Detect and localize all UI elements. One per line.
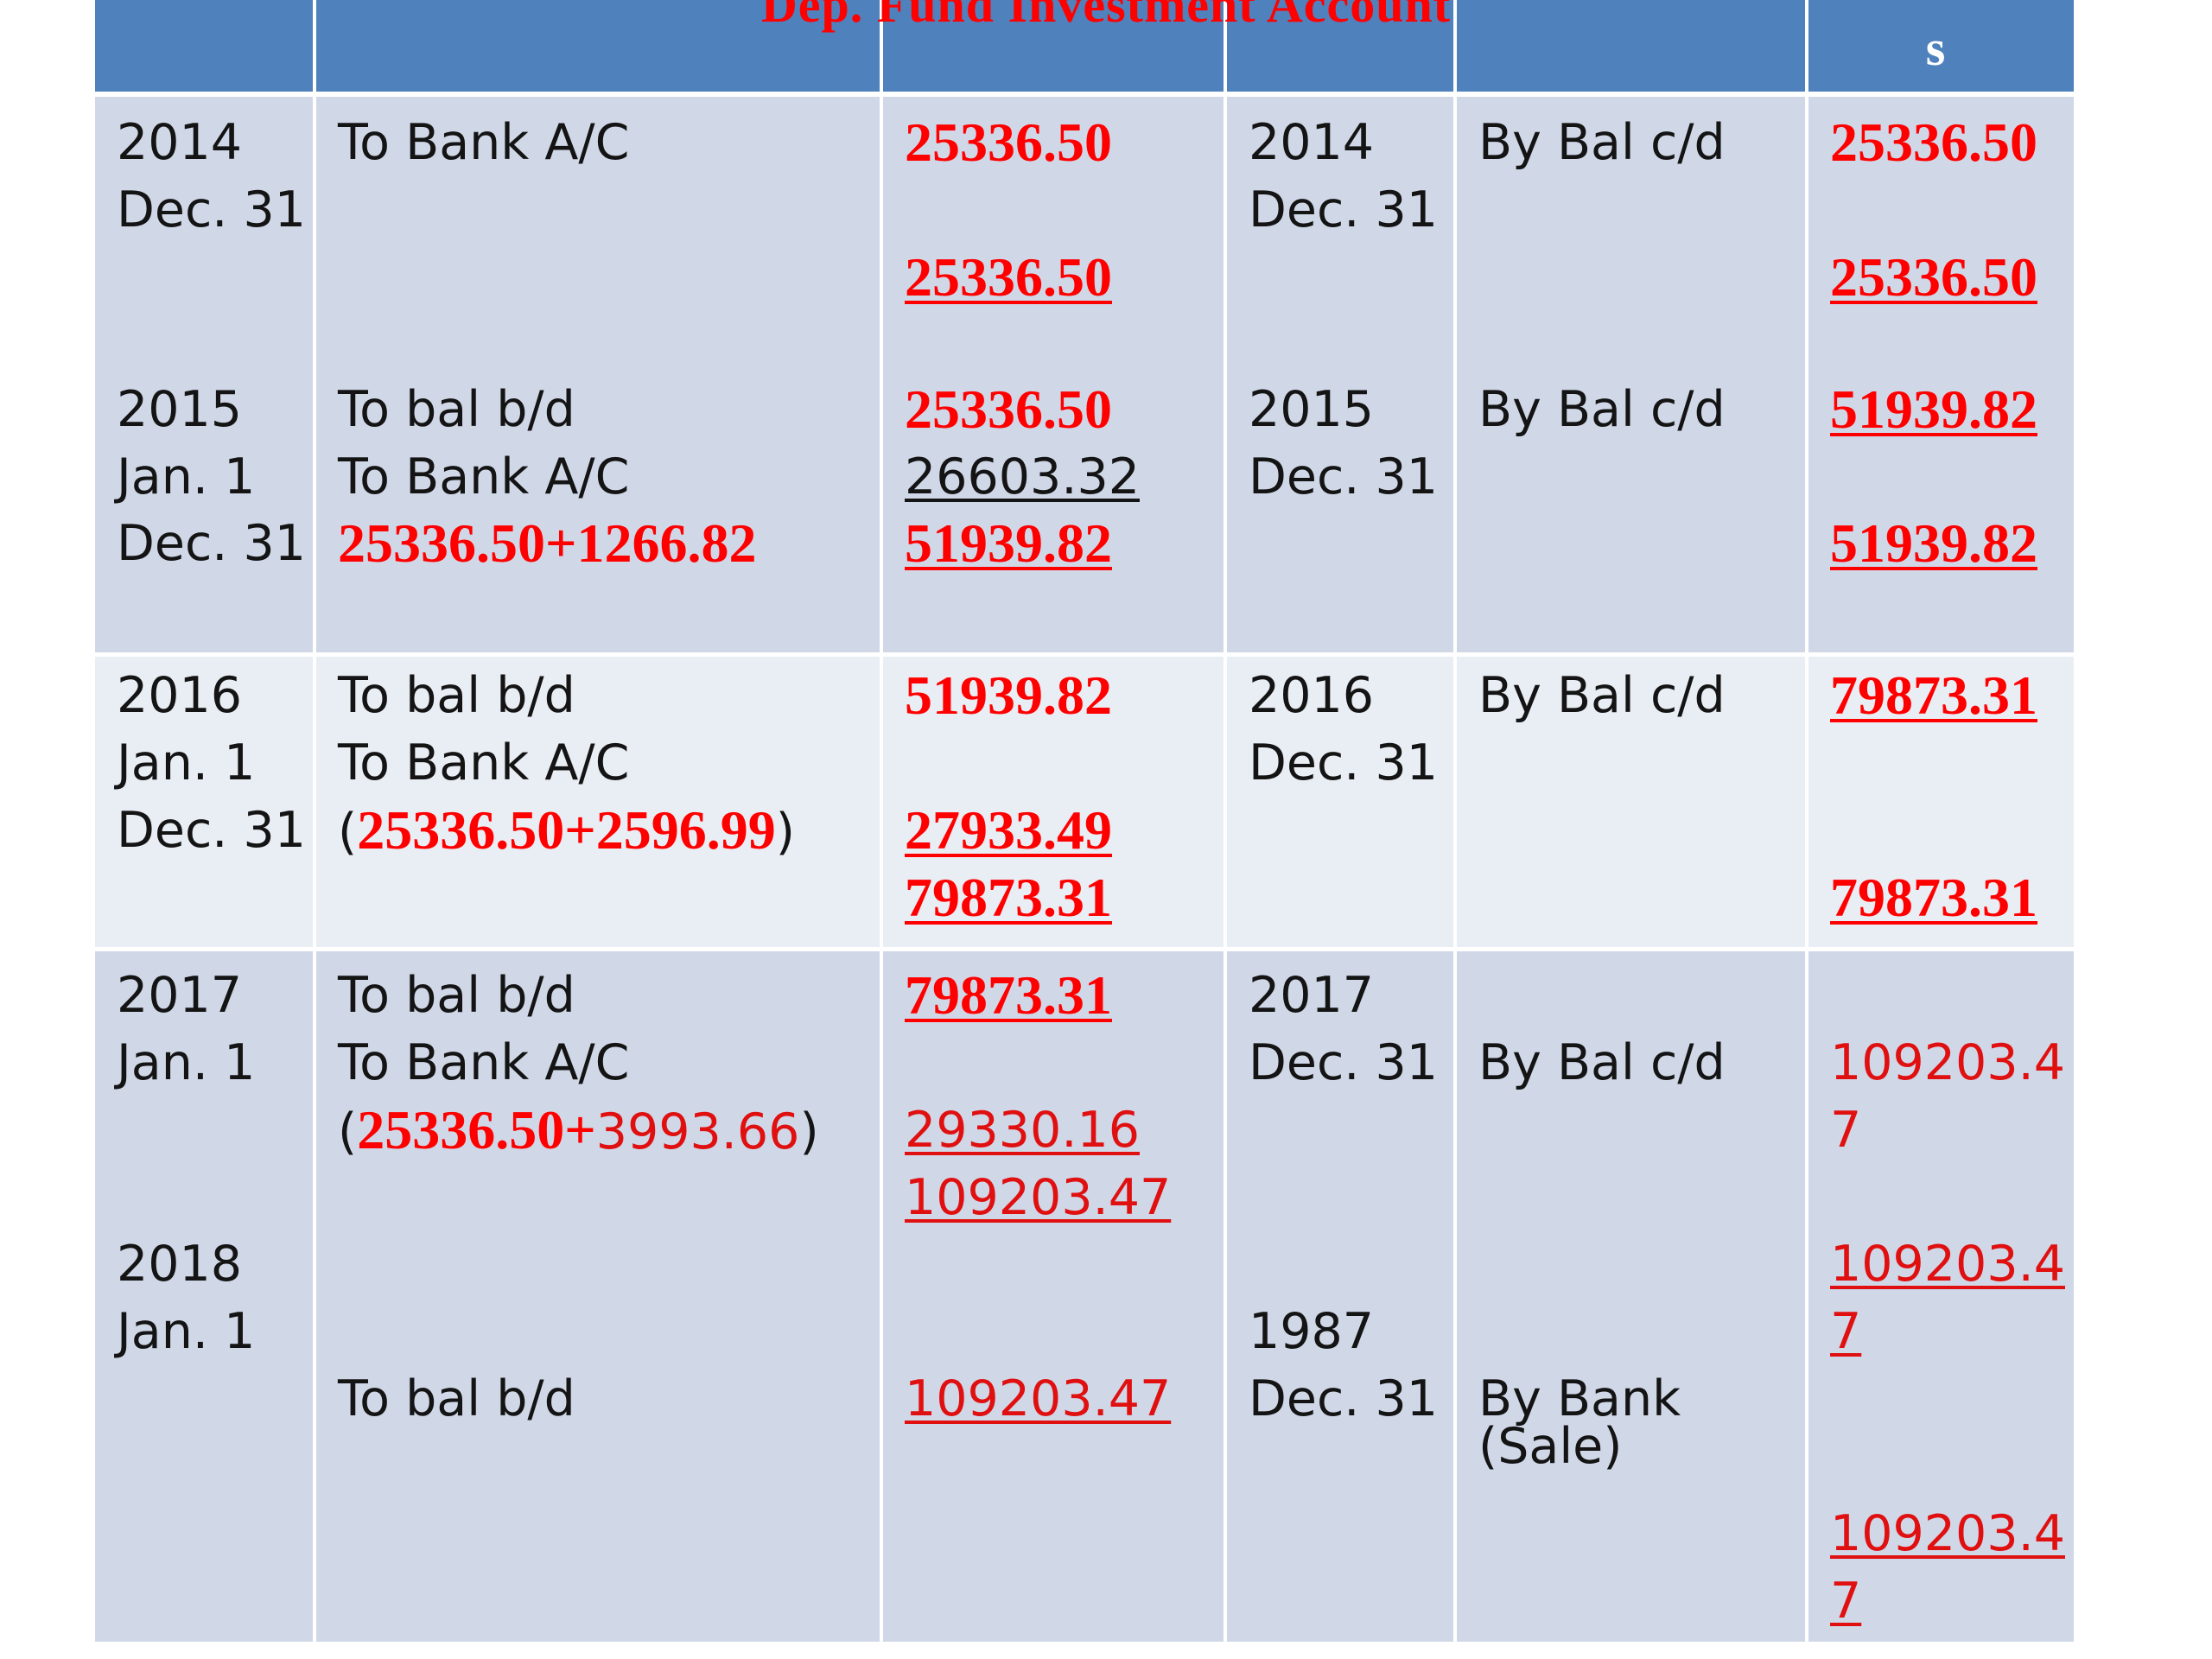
row2-date-dr: 2016 Jan. 1 Dec. 31: [95, 657, 313, 947]
amount: 109203.47: [905, 1370, 1172, 1427]
particular: To bal b/d: [338, 1370, 575, 1427]
header-cell-date-dr: [95, 0, 313, 92]
date-day: Dec. 31: [117, 802, 307, 859]
particular: By Bal c/d: [1478, 114, 1726, 171]
date-day: Dec. 31: [1249, 734, 1439, 791]
header-label-s: s: [1925, 20, 1946, 76]
header-cell-particulars-cr: [1457, 0, 1805, 92]
date-day: Jan. 1: [117, 1034, 256, 1091]
ledger-table: 2014 Dec. 31 2015 Jan. 1 Dec. 31 To Bank…: [95, 0, 2074, 1642]
particular: (Sale): [1478, 1418, 1623, 1475]
amount-total: 51939.82: [1830, 512, 2037, 574]
particular: By Bank: [1478, 1370, 1681, 1427]
date-day: Jan. 1: [117, 734, 256, 791]
row2-date-cr: 2016 Dec. 31: [1227, 657, 1453, 947]
row1-date-dr: 2014 Dec. 31 2015 Jan. 1 Dec. 31: [95, 97, 313, 652]
row2-amount-cr: 79873.31 79873.31: [1808, 657, 2074, 947]
calculation-value: 3993.66: [595, 1103, 800, 1160]
amount: 25336.50: [905, 378, 1112, 440]
amount-wrap: 7: [1830, 1573, 1862, 1630]
row2-particulars-dr: To bal b/d To Bank A/C (25336.50+2596.99…: [316, 657, 880, 947]
row3-date-cr: 2017 Dec. 31 1987 Dec. 31: [1227, 951, 1453, 1642]
date-year: 2015: [117, 381, 243, 438]
particular: To bal b/d: [338, 967, 575, 1024]
amount: 51939.82: [905, 664, 1112, 726]
row1-particulars-cr: By Bal c/d By Bal c/d: [1457, 97, 1805, 652]
amount: 25336.50: [905, 111, 1112, 173]
date-day: Dec. 31: [1249, 181, 1439, 238]
calculation-note: 25336.50+1266.82: [338, 512, 757, 574]
amount-total: 79873.31: [1830, 867, 2037, 928]
header-cell-amount-dr: [883, 0, 1224, 92]
calculation-note: (25336.50+2596.99): [338, 799, 795, 861]
calculation-value: 25336.50+: [357, 1099, 596, 1160]
row3-amount-cr: 109203.4 7 109203.4 7 109203.4 7: [1808, 951, 2074, 1642]
row3-date-dr: 2017 Jan. 1 2018 Jan. 1: [95, 951, 313, 1642]
amount: 51939.82: [1830, 378, 2037, 440]
calculation-value: 25336.50+2596.99: [357, 799, 776, 861]
particular: By Bal c/d: [1478, 1034, 1726, 1091]
amount: 27933.49: [905, 799, 1112, 861]
amount-total: 25336.50: [1830, 246, 2037, 308]
amount: 109203.4: [1830, 1034, 2065, 1091]
date-day: Dec. 31: [117, 181, 307, 238]
row3-particulars-dr: To bal b/d To Bank A/C (25336.50+3993.66…: [316, 951, 880, 1642]
date-day: Jan. 1: [117, 1303, 256, 1360]
header-cell-amount-cr: [1808, 0, 2074, 92]
particular: To Bank A/C: [338, 1034, 630, 1091]
amount: 25336.50: [1830, 111, 2037, 173]
amount-total: 25336.50: [905, 246, 1112, 308]
row2-particulars-cr: By Bal c/d: [1457, 657, 1805, 947]
date-day: Dec. 31: [117, 515, 307, 572]
amount-total: 109203.4: [1830, 1236, 2065, 1293]
particular: To Bank A/C: [338, 114, 630, 171]
date-year: 1987: [1249, 1303, 1375, 1360]
date-year: 2016: [1249, 667, 1375, 724]
particular: To Bank A/C: [338, 448, 630, 505]
date-year: 2014: [1249, 114, 1375, 171]
row1-particulars-dr: To Bank A/C To bal b/d To Bank A/C 25336…: [316, 97, 880, 652]
row3-particulars-cr: By Bal c/d By Bank (Sale): [1457, 951, 1805, 1642]
amount-wrap: 7: [1830, 1102, 1862, 1159]
row1-amount-cr: 25336.50 25336.50 51939.82 51939.82: [1808, 97, 2074, 652]
amount-total: 51939.82: [905, 512, 1112, 574]
amount-total: 79873.31: [905, 867, 1112, 928]
date-year: 2015: [1249, 381, 1375, 438]
date-day: Dec. 31: [1249, 1370, 1439, 1427]
particular: To bal b/d: [338, 381, 575, 438]
row1-date-cr: 2014 Dec. 31 2015 Dec. 31: [1227, 97, 1453, 652]
calculation-note: (25336.50+3993.66): [338, 1099, 819, 1160]
header-cell-date-cr: [1227, 0, 1453, 92]
date-year: 2017: [1249, 967, 1375, 1024]
date-day: Jan. 1: [117, 448, 256, 505]
row1-amount-dr: 25336.50 25336.50 25336.50 26603.32 5193…: [883, 97, 1224, 652]
date-year: 2017: [117, 967, 243, 1024]
particular: To Bank A/C: [338, 734, 630, 791]
amount-total: 109203.47: [905, 1169, 1172, 1226]
particular: To bal b/d: [338, 667, 575, 724]
amount: 29330.16: [905, 1102, 1140, 1159]
date-year: 2014: [117, 114, 243, 171]
particular: By Bal c/d: [1478, 381, 1726, 438]
particular: By Bal c/d: [1478, 667, 1726, 724]
row2-amount-dr: 51939.82 27933.49 79873.31: [883, 657, 1224, 947]
date-day: Dec. 31: [1249, 448, 1439, 505]
amount: 109203.4: [1830, 1505, 2065, 1562]
date-year: 2018: [117, 1236, 243, 1293]
amount: 79873.31: [905, 964, 1112, 1026]
header-cell-particulars-dr: [316, 0, 880, 92]
amount-wrap: 7: [1830, 1303, 1862, 1360]
account-title: Dep. Fund Investment Account: [760, 0, 1452, 33]
date-day: Dec. 31: [1249, 1034, 1439, 1091]
amount: 26603.32: [905, 448, 1140, 505]
amount: 79873.31: [1830, 664, 2037, 726]
row3-amount-dr: 79873.31 29330.16 109203.47 109203.47: [883, 951, 1224, 1642]
date-year: 2016: [117, 667, 243, 724]
